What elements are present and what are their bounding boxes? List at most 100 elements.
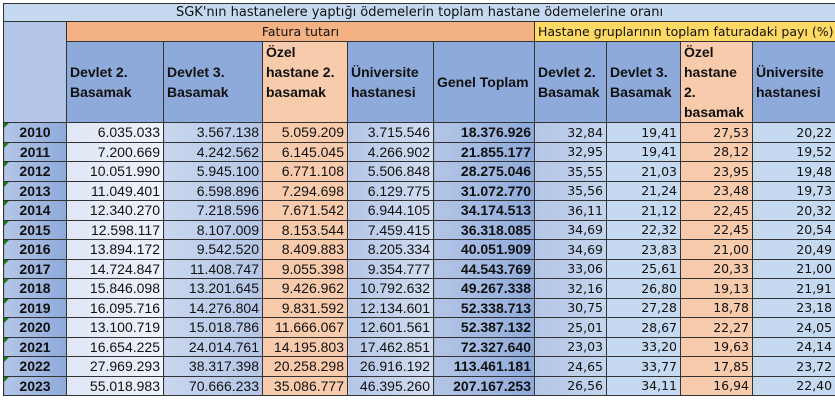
ozel-share-cell[interactable]: 19,13 — [680, 278, 753, 299]
devlet2-share-cell[interactable]: 23,03 — [534, 336, 607, 357]
devlet3-share-cell[interactable]: 34,11 — [606, 375, 681, 396]
devlet3-share-cell[interactable]: 21,24 — [606, 180, 681, 201]
ozel-share-cell[interactable]: 19,63 — [680, 336, 753, 357]
devlet2-share-cell[interactable]: 26,56 — [534, 375, 607, 396]
devlet3-share-cell[interactable]: 28,67 — [606, 317, 681, 338]
devlet3-invoice-cell[interactable]: 6.598.896 — [163, 180, 263, 201]
ozel-share-cell[interactable]: 28,12 — [680, 141, 753, 162]
group-header-share[interactable]: Hastane gruplarının toplam faturadaki pa… — [533, 21, 835, 42]
total-invoice-cell[interactable]: 21.855.177 — [433, 141, 535, 162]
devlet3-invoice-cell[interactable]: 38.317.398 — [163, 356, 263, 377]
devlet3-invoice-cell[interactable]: 11.408.747 — [163, 258, 263, 279]
year-cell[interactable]: 2011 — [3, 141, 67, 162]
universite-invoice-cell[interactable]: 7.459.415 — [347, 219, 434, 240]
devlet2-invoice-cell[interactable]: 6.035.033 — [66, 122, 164, 143]
header-invoice-devlet2[interactable]: Devlet 2. Basamak — [66, 41, 164, 123]
year-cell[interactable]: 2018 — [3, 278, 67, 299]
universite-share-cell[interactable]: 20,22 — [751, 122, 835, 143]
devlet3-share-cell[interactable]: 33,77 — [606, 356, 681, 377]
devlet3-invoice-cell[interactable]: 15.018.786 — [163, 317, 263, 338]
devlet3-share-cell[interactable]: 21,12 — [606, 200, 681, 221]
ozel-share-cell[interactable]: 18,78 — [680, 297, 753, 318]
universite-share-cell[interactable]: 19,48 — [751, 161, 835, 182]
ozel-invoice-cell[interactable]: 6.145.045 — [262, 141, 348, 162]
devlet3-share-cell[interactable]: 21,03 — [606, 161, 681, 182]
devlet2-share-cell[interactable]: 36,11 — [534, 200, 607, 221]
ozel-share-cell[interactable]: 22,27 — [680, 317, 753, 338]
universite-share-cell[interactable]: 23,18 — [751, 297, 835, 318]
devlet2-invoice-cell[interactable]: 13.894.172 — [66, 239, 164, 260]
universite-invoice-cell[interactable]: 12.601.561 — [347, 317, 434, 338]
devlet3-share-cell[interactable]: 25,61 — [606, 258, 681, 279]
total-invoice-cell[interactable]: 207.167.253 — [433, 375, 535, 396]
devlet2-share-cell[interactable]: 32,16 — [534, 278, 607, 299]
header-invoice-universite[interactable]: Üniversite hastanesi — [347, 41, 434, 123]
devlet3-share-cell[interactable]: 23,83 — [606, 239, 681, 260]
ozel-invoice-cell[interactable]: 14.195.803 — [262, 336, 348, 357]
devlet2-share-cell[interactable]: 32,84 — [534, 122, 607, 143]
ozel-invoice-cell[interactable]: 8.409.883 — [262, 239, 348, 260]
universite-share-cell[interactable]: 20,54 — [751, 219, 835, 240]
ozel-share-cell[interactable]: 17,85 — [680, 356, 753, 377]
universite-share-cell[interactable]: 20,32 — [751, 200, 835, 221]
universite-share-cell[interactable]: 20,49 — [751, 239, 835, 260]
devlet2-invoice-cell[interactable]: 14.724.847 — [66, 258, 164, 279]
devlet3-share-cell[interactable]: 33,20 — [606, 336, 681, 357]
devlet2-share-cell[interactable]: 34,69 — [534, 219, 607, 240]
table-title[interactable]: SGK'nın hastanelere yaptığı ödemelerin t… — [2, 3, 835, 22]
ozel-invoice-cell[interactable]: 11.666.067 — [262, 317, 348, 338]
total-invoice-cell[interactable]: 44.543.769 — [433, 258, 535, 279]
universite-invoice-cell[interactable]: 10.792.632 — [347, 278, 434, 299]
ozel-share-cell[interactable]: 27,53 — [680, 122, 753, 143]
total-invoice-cell[interactable]: 34.174.513 — [433, 200, 535, 221]
devlet2-invoice-cell[interactable]: 12.598.117 — [66, 219, 164, 240]
devlet2-share-cell[interactable]: 25,01 — [534, 317, 607, 338]
universite-share-cell[interactable]: 19,73 — [751, 180, 835, 201]
ozel-invoice-cell[interactable]: 7.294.698 — [262, 180, 348, 201]
devlet2-share-cell[interactable]: 24,65 — [534, 356, 607, 377]
year-cell[interactable]: 2010 — [3, 122, 67, 143]
devlet2-invoice-cell[interactable]: 27.969.293 — [66, 356, 164, 377]
ozel-invoice-cell[interactable]: 9.831.592 — [262, 297, 348, 318]
devlet3-share-cell[interactable]: 22,32 — [606, 219, 681, 240]
devlet2-invoice-cell[interactable]: 55.018.983 — [66, 375, 164, 396]
devlet2-invoice-cell[interactable]: 12.340.270 — [66, 200, 164, 221]
universite-invoice-cell[interactable]: 12.134.601 — [347, 297, 434, 318]
ozel-invoice-cell[interactable]: 5.059.209 — [262, 122, 348, 143]
ozel-invoice-cell[interactable]: 8.153.544 — [262, 219, 348, 240]
year-cell[interactable]: 2012 — [3, 161, 67, 182]
year-cell[interactable]: 2022 — [3, 356, 67, 377]
ozel-invoice-cell[interactable]: 9.055.398 — [262, 258, 348, 279]
header-share-universite[interactable]: Üniversite hastanesi — [751, 41, 835, 123]
ozel-share-cell[interactable]: 23,95 — [680, 161, 753, 182]
ozel-invoice-cell[interactable]: 7.671.542 — [262, 200, 348, 221]
universite-invoice-cell[interactable]: 5.506.848 — [347, 161, 434, 182]
year-cell[interactable]: 2023 — [3, 375, 67, 396]
year-cell[interactable]: 2016 — [3, 239, 67, 260]
devlet3-invoice-cell[interactable]: 5.945.100 — [163, 161, 263, 182]
devlet2-share-cell[interactable]: 35,55 — [534, 161, 607, 182]
ozel-share-cell[interactable]: 22,45 — [680, 219, 753, 240]
devlet2-invoice-cell[interactable]: 13.100.719 — [66, 317, 164, 338]
total-invoice-cell[interactable]: 52.387.132 — [433, 317, 535, 338]
devlet2-invoice-cell[interactable]: 16.654.225 — [66, 336, 164, 357]
devlet2-invoice-cell[interactable]: 15.846.098 — [66, 278, 164, 299]
devlet3-invoice-cell[interactable]: 7.218.596 — [163, 200, 263, 221]
universite-invoice-cell[interactable]: 26.916.192 — [347, 356, 434, 377]
devlet3-invoice-cell[interactable]: 14.276.804 — [163, 297, 263, 318]
universite-invoice-cell[interactable]: 17.462.851 — [347, 336, 434, 357]
devlet2-share-cell[interactable]: 32,95 — [534, 141, 607, 162]
universite-invoice-cell[interactable]: 6.129.775 — [347, 180, 434, 201]
header-invoice-ozel[interactable]: Özel hastane 2. basamak — [262, 41, 348, 123]
year-cell[interactable]: 2015 — [3, 219, 67, 240]
year-cell[interactable]: 2017 — [3, 258, 67, 279]
devlet2-share-cell[interactable]: 33,06 — [534, 258, 607, 279]
universite-share-cell[interactable]: 21,91 — [751, 278, 835, 299]
devlet3-invoice-cell[interactable]: 9.542.520 — [163, 239, 263, 260]
universite-share-cell[interactable]: 21,00 — [751, 258, 835, 279]
total-invoice-cell[interactable]: 36.318.085 — [433, 219, 535, 240]
ozel-invoice-cell[interactable]: 35.086.777 — [262, 375, 348, 396]
ozel-share-cell[interactable]: 22,45 — [680, 200, 753, 221]
devlet3-invoice-cell[interactable]: 3.567.138 — [163, 122, 263, 143]
ozel-invoice-cell[interactable]: 9.426.962 — [262, 278, 348, 299]
